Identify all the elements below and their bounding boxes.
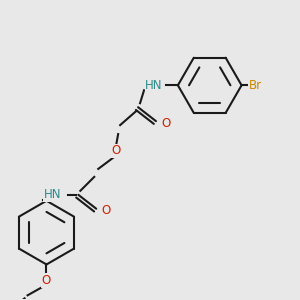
Text: O: O (112, 145, 121, 158)
Text: O: O (102, 204, 111, 217)
Text: Br: Br (249, 79, 262, 92)
Text: HN: HN (145, 79, 163, 92)
Text: O: O (161, 117, 171, 130)
Text: HN: HN (44, 188, 61, 201)
Text: O: O (42, 274, 51, 287)
